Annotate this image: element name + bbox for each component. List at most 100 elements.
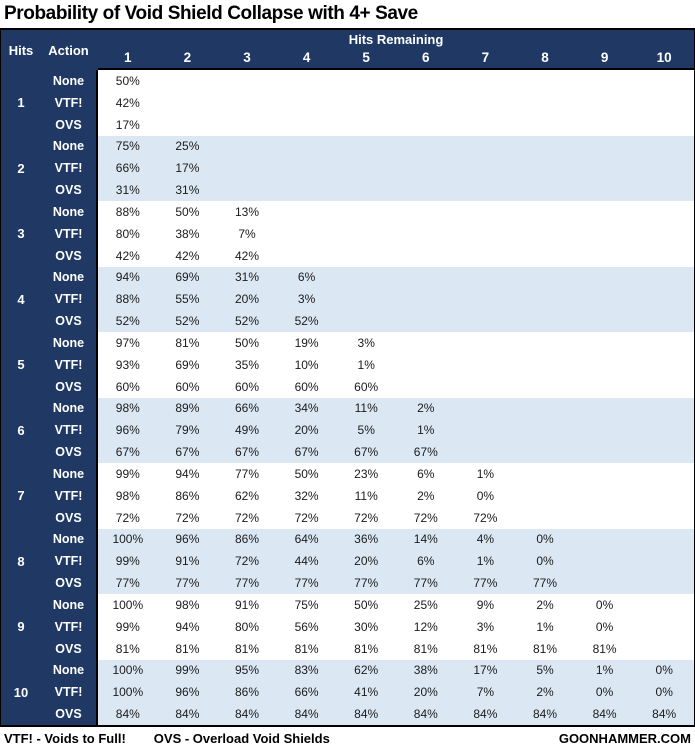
percent-cell	[575, 201, 635, 223]
percent-cell: 0%	[595, 619, 614, 634]
percent-cell	[515, 114, 575, 136]
table-body: 1 None VTF! OVS 50% 42% 17% 2 None VTF! OVS 75% 25% 6…	[1, 70, 694, 725]
hits-number: 4	[1, 266, 41, 332]
percent-cell: 67%	[115, 445, 140, 460]
action-labels: None VTF! OVS	[41, 201, 96, 267]
action-label: None	[52, 597, 85, 612]
panel-separator	[96, 332, 98, 398]
data-rows: 99% 94% 77% 50% 23% 6% 1% 98% 86% 62% 32% 11% 2% 0% 72…	[98, 463, 694, 529]
percent-cell	[575, 245, 635, 267]
action-label: VTF!	[54, 226, 83, 241]
hits-number: 10	[1, 659, 41, 725]
header-separator	[96, 30, 98, 70]
percent-cell	[456, 310, 516, 332]
percent-cell	[396, 288, 456, 310]
percent-cell	[575, 441, 635, 463]
percent-cell: 50%	[354, 597, 379, 612]
percent-cell	[456, 136, 516, 158]
action-labels: None VTF! OVS	[41, 135, 96, 201]
hits-group-3: 3 None VTF! OVS 88% 50% 13% 80% 38% 7% 42% 42% 42%	[1, 201, 694, 267]
percent-cell: 86%	[234, 685, 259, 700]
data-rows: 100% 96% 86% 64% 36% 14% 4% 0% 99% 91% 72% 44% 20% 6%…	[98, 528, 694, 594]
chart-title: Probability of Void Shield Collapse with…	[4, 3, 418, 24]
percent-cell: 60%	[294, 379, 319, 394]
percent-cell: 30%	[354, 619, 379, 634]
percent-cell	[396, 310, 456, 332]
percent-cell: 77%	[294, 576, 319, 591]
percent-cell: 4%	[476, 532, 495, 547]
percent-cell: 81%	[354, 641, 379, 656]
percent-cell	[634, 594, 694, 616]
percent-cell: 60%	[234, 379, 259, 394]
percent-cell: 97%	[115, 335, 140, 350]
table-row: 81% 81% 81% 81% 81% 81% 81% 81% 81%	[98, 638, 694, 660]
percent-cell: 81%	[473, 641, 498, 656]
hits-number: 3	[1, 201, 41, 267]
percent-cell: 60%	[175, 379, 200, 394]
table-row: 77% 77% 77% 77% 77% 77% 77% 77%	[98, 572, 694, 594]
percent-cell	[575, 419, 635, 441]
percent-cell: 84%	[175, 707, 200, 722]
percent-cell	[575, 70, 635, 92]
percent-cell	[515, 267, 575, 289]
hits-number: 8	[1, 528, 41, 594]
percent-cell: 31%	[115, 183, 140, 198]
brand-text: GOONHAMMER.COM	[558, 731, 691, 746]
percent-cell: 98%	[115, 488, 140, 503]
percent-cell: 94%	[175, 466, 200, 481]
action-labels: None VTF! OVS	[41, 463, 96, 529]
percent-cell: 94%	[175, 619, 200, 634]
percent-cell	[277, 245, 337, 267]
action-column-header: Action	[48, 42, 89, 58]
action-labels: None VTF! OVS	[41, 266, 96, 332]
percent-cell: 20%	[294, 423, 319, 438]
percent-cell: 96%	[175, 685, 200, 700]
panel-separator	[96, 135, 98, 201]
panel-separator	[96, 594, 98, 660]
legend-ovs: OVS - Overload Void Shields	[153, 731, 330, 746]
percent-cell	[634, 638, 694, 660]
percent-cell: 84%	[294, 707, 319, 722]
percent-cell	[575, 136, 635, 158]
hits-remaining-label: Hits Remaining	[348, 32, 444, 47]
percent-cell: 95%	[234, 663, 259, 678]
table-row: 80% 38% 7%	[98, 223, 694, 245]
percent-cell	[396, 92, 456, 114]
percent-cell: 77%	[234, 576, 259, 591]
percent-cell	[217, 114, 277, 136]
percent-cell: 81%	[532, 641, 557, 656]
percent-cell: 67%	[354, 445, 379, 460]
column-number: 6	[422, 50, 430, 65]
percent-cell	[277, 201, 337, 223]
hits-group-8: 8 None VTF! OVS 100% 96% 86% 64% 36% 14% 4% 0% 99% 91…	[1, 528, 694, 594]
percent-cell: 75%	[115, 139, 140, 154]
percent-cell: 72%	[234, 510, 259, 525]
column-number: 7	[481, 50, 490, 65]
hits-column-header: Hits	[8, 42, 34, 58]
percent-cell: 0%	[476, 488, 495, 503]
table-row: 66% 17%	[98, 157, 694, 179]
action-label: VTF!	[54, 292, 83, 307]
percent-cell	[515, 463, 575, 485]
action-labels: None VTF! OVS	[41, 332, 96, 398]
percent-cell	[456, 354, 516, 376]
percent-cell: 13%	[234, 204, 259, 219]
percent-cell: 100%	[112, 532, 144, 547]
percent-cell	[456, 398, 516, 420]
action-label: None	[52, 401, 85, 416]
percent-cell: 60%	[354, 379, 379, 394]
table-row: 100% 99% 95% 83% 62% 38% 17% 5% 1% 0%	[98, 660, 694, 682]
percent-cell	[456, 114, 516, 136]
column-number: 4	[302, 50, 311, 65]
percent-cell	[634, 507, 694, 529]
percent-cell	[575, 332, 635, 354]
percent-cell: 0%	[536, 554, 554, 569]
percent-cell: 77%	[354, 576, 379, 591]
percent-cell: 81%	[234, 641, 259, 656]
percent-cell	[515, 485, 575, 507]
percent-cell: 81%	[175, 335, 200, 350]
percent-cell	[336, 310, 396, 332]
percent-cell	[575, 310, 635, 332]
action-label: None	[52, 663, 85, 678]
percent-cell	[336, 201, 396, 223]
